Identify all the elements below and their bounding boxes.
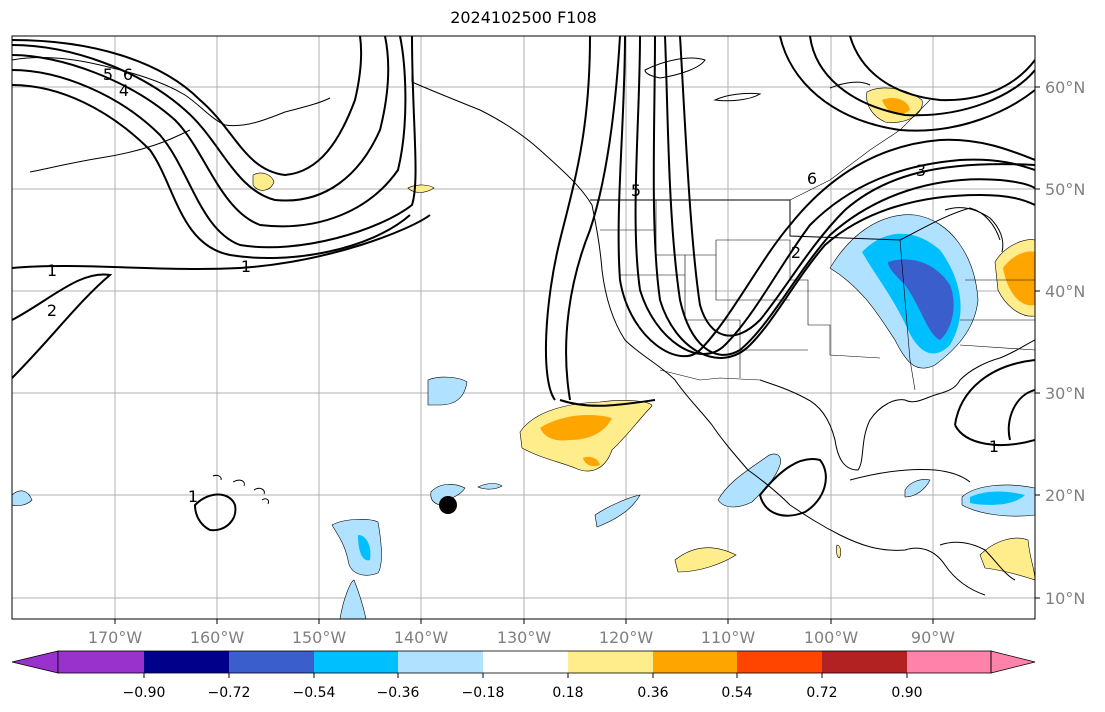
colorbar-bin	[398, 651, 483, 673]
colorbar-tick-label: 0.90	[891, 685, 922, 701]
contour-label: 1	[989, 437, 999, 456]
colorbar-extend-low	[11, 650, 59, 674]
lon-label: 140°W	[394, 628, 449, 647]
contour-lines	[12, 36, 1035, 532]
colorbar-bin	[822, 651, 907, 673]
colorbar-bin	[229, 651, 314, 673]
colorbar-frame	[57, 650, 992, 674]
contour-labels: 5 6 4 1 2 1 1 5 6 3 2 1	[47, 65, 999, 506]
colorbar: −0.90 −0.72 −0.54 −0.36 −0.18 0.18 0.36 …	[11, 650, 1036, 701]
colorbar-tick-label: −0.72	[208, 685, 251, 701]
colorbar-tick-label: −0.36	[377, 685, 420, 701]
contour-label: 1	[241, 257, 251, 276]
colorbar-bin	[568, 651, 653, 673]
location-marker	[439, 496, 457, 514]
longitude-labels: 170°W 160°W 150°W 140°W 130°W 120°W 110°…	[88, 628, 955, 647]
colorbar-bin	[144, 651, 229, 673]
graticule	[12, 36, 1035, 619]
colorbar-bin	[58, 651, 144, 673]
coastlines	[12, 36, 1035, 596]
lon-label: 160°W	[190, 628, 245, 647]
colorbar-tick-label: 0.54	[721, 685, 752, 701]
longitude-ticks	[114, 619, 934, 624]
colorbar-tick-label: 0.72	[806, 685, 837, 701]
lon-label: 170°W	[88, 628, 143, 647]
lon-label: 110°W	[701, 628, 756, 647]
lat-label: 50°N	[1045, 180, 1085, 199]
lat-label: 10°N	[1045, 589, 1085, 608]
lon-label: 90°W	[911, 628, 955, 647]
latitude-labels: 60°N 50°N 40°N 30°N 20°N 10°N	[1045, 78, 1085, 608]
contour-label: 6	[123, 65, 133, 84]
colorbar-tick-label: 0.36	[637, 685, 668, 701]
lat-label: 60°N	[1045, 78, 1085, 97]
borders	[600, 99, 1035, 391]
lon-label: 150°W	[292, 628, 347, 647]
map-title: 2024102500 F108	[450, 8, 597, 27]
colorbar-tick-label: 0.18	[552, 685, 583, 701]
lon-label: 130°W	[497, 628, 552, 647]
colorbar-bin	[737, 651, 822, 673]
colorbar-bin	[653, 651, 737, 673]
colorbar-tick-label: −0.90	[123, 685, 166, 701]
contour-label: 2	[47, 301, 57, 320]
lat-label: 30°N	[1045, 384, 1085, 403]
colorbar-extend-high	[990, 650, 1036, 674]
contour-label: 6	[807, 169, 817, 188]
lon-label: 100°W	[804, 628, 859, 647]
colorbar-bin	[907, 651, 991, 673]
contour-label: 1	[47, 261, 57, 280]
contour-label: 1	[188, 487, 198, 506]
contour-label: 2	[791, 243, 801, 262]
colorbar-tick-label: −0.54	[293, 685, 336, 701]
colorbar-tick-label: −0.18	[462, 685, 505, 701]
latitude-ticks	[1035, 86, 1040, 599]
contour-label: 5	[103, 65, 113, 84]
lat-label: 20°N	[1045, 486, 1085, 505]
shaded-field	[12, 87, 1035, 619]
contour-label: 3	[916, 161, 926, 180]
lat-label: 40°N	[1045, 282, 1085, 301]
contour-label: 4	[119, 81, 129, 100]
colorbar-bin	[314, 651, 398, 673]
colorbar-bin	[483, 651, 568, 673]
lon-label: 120°W	[599, 628, 654, 647]
contour-label: 5	[631, 181, 641, 200]
